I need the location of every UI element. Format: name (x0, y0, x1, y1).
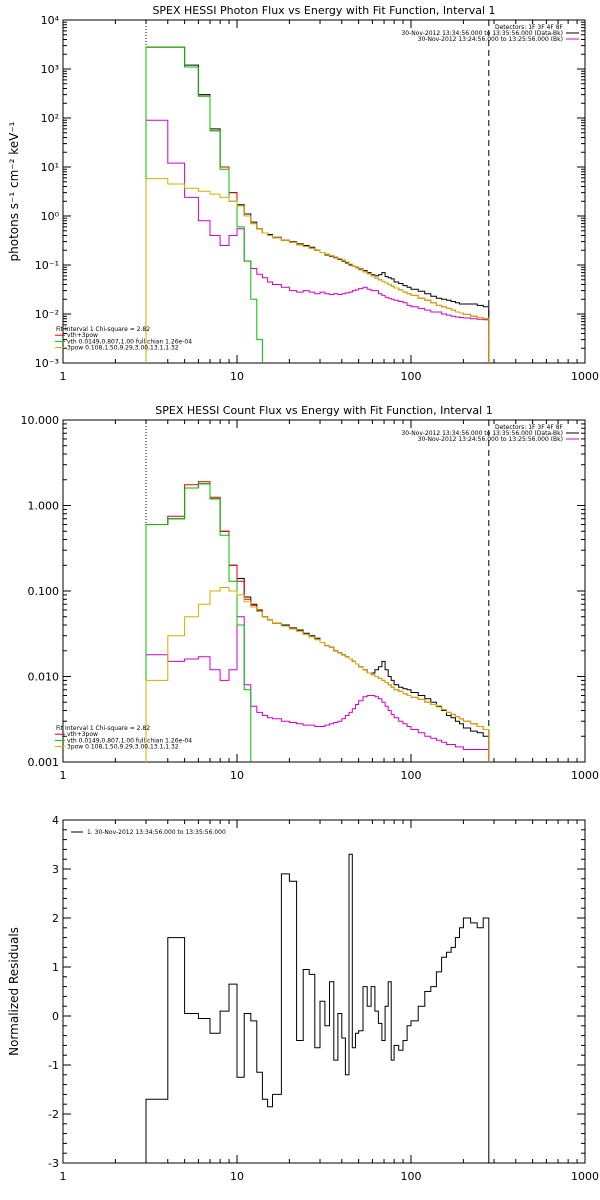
y-tick-label: 1 (52, 961, 59, 974)
y-tick-label: 10⁻¹ (35, 259, 59, 272)
legend-top-text: Detectors: 1F 3F 4F 8F (495, 424, 564, 431)
legend-bottom-text: 3pow 0.108,1.50,9.29,3.00,13.1,1.32 (67, 744, 179, 751)
legend-top-text: Detectors: 1F 3F 4F 8F (495, 24, 564, 31)
legend-bottom-text: Fit Interval 1 Chi-square = 2.82 (56, 725, 150, 732)
count-flux-chart: SPEX HESSI Count Flux vs Energy with Fit… (21, 404, 600, 782)
y-tick-label: -1 (48, 1059, 59, 1072)
series-line-vth (145, 483, 252, 762)
x-tick-label: 1 (60, 370, 67, 383)
y-tick-label: -2 (48, 1108, 59, 1121)
legend-bottom-text: 3pow 0.108,1.50,9.29,3.00,13.1,1.32 (67, 345, 179, 352)
residuals-chart: 1 10 100 1000 -3 -2 -1 0 1 2 3 4 Normalized Residual… (7, 814, 599, 1183)
x-tick-label: 1000 (571, 1170, 599, 1183)
y-tick-label: 10³ (41, 63, 59, 76)
x-tick-label: 1000 (571, 370, 599, 383)
series-line-vth (145, 46, 263, 363)
x-tick-label: 1 (60, 769, 67, 782)
x-tick-label: 10 (230, 1170, 244, 1183)
y-tick-label: 10² (41, 112, 59, 125)
y-tick-label: 10¹ (41, 161, 59, 174)
legend-top-text: 30-Nov-2012 13:24:56.000 to 13:25:56.000… (418, 36, 563, 43)
y-tick-label: 1.000 (28, 500, 60, 513)
series-line-1-30-nov-2012-13-34-56-000-to-13-35-56-000 (145, 853, 490, 1163)
x-tick-label: 10 (230, 769, 244, 782)
plot-frame (62, 19, 586, 364)
y-tick-label: 10⁻³ (35, 357, 59, 370)
y-tick-label: 0.001 (28, 756, 60, 769)
y-tick-label: 0.100 (28, 585, 60, 598)
series-line-3pow (145, 587, 490, 762)
y-tick-label: -3 (48, 1157, 59, 1170)
chart-title: SPEX HESSI Photon Flux vs Energy with Fi… (152, 4, 495, 17)
series-line-3pow (145, 178, 490, 363)
series-line-bk (145, 119, 490, 363)
y-tick-label: 0 (52, 1010, 59, 1023)
legend-bottom-text: vth 0.0149,0.807,1.00 full chian 1.26e-0… (67, 737, 192, 744)
y-tick-label: 10⁰ (41, 210, 60, 223)
y-tick-label: 4 (52, 814, 59, 827)
legend-top-text: 1. 30-Nov-2012 13:34:56.000 to 13:35:56.… (87, 829, 226, 836)
legend-top-text: 30-Nov-2012 13:34:56.000 to 13:35:56.000… (401, 30, 563, 37)
y-tick-label: 0.010 (28, 671, 60, 684)
photon-flux-chart: SPEX HESSI Photon Flux vs Energy with Fi… (7, 4, 599, 383)
y-tick-label: 10.000 (21, 414, 60, 427)
y-axis-label: photons s⁻¹ cm⁻² keV⁻¹ (7, 121, 21, 261)
y-tick-label: 10⁻² (35, 308, 59, 321)
y-tick-label: 3 (52, 863, 59, 876)
y-axis-label: Normalized Residuals (7, 927, 21, 1056)
legend-top-text: 30-Nov-2012 13:24:56.000 to 13:25:56.000… (418, 436, 563, 443)
y-tick-label: 2 (52, 912, 59, 925)
x-tick-label: 10 (230, 370, 244, 383)
chart-title: SPEX HESSI Count Flux vs Energy with Fit… (155, 404, 492, 417)
y-tick-label: 10⁴ (41, 14, 60, 27)
plot-frame (62, 819, 586, 1164)
x-tick-label: 100 (401, 1170, 422, 1183)
x-tick-label: 1000 (571, 769, 599, 782)
x-tick-label: 1 (60, 1170, 67, 1183)
legend-bottom-text: vth+3pow (67, 731, 98, 738)
x-tick-label: 100 (401, 769, 422, 782)
series-line-bk (145, 616, 490, 762)
legend-bottom-text: vth+3pow (67, 332, 98, 339)
legend-top-text: 30-Nov-2012 13:34:56.000 to 13:35:56.000… (401, 430, 563, 437)
legend-bottom-text: vth 0.0149,0.807,1.00 full chian 1.26e-0… (67, 338, 192, 345)
legend-bottom-text: Fit Interval 1 Chi-square = 2.82 (56, 326, 150, 333)
x-tick-label: 100 (401, 370, 422, 383)
